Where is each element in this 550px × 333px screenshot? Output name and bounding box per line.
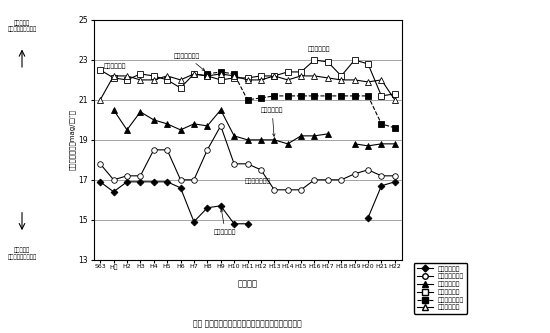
Text: 図７ 同一観察地点での夜空の明るさの推移（冬期）: 図７ 同一観察地点での夜空の明るさの推移（冬期） <box>193 319 302 328</box>
Text: 愛知県東栄町: 愛知県東栄町 <box>308 46 330 52</box>
Text: 佐賀県伊万里市: 佐賀県伊万里市 <box>174 53 205 71</box>
Text: 神奈川県平塚市: 神奈川県平塚市 <box>245 179 271 184</box>
Y-axis label: 夜空の明るさ（mag/□″）: 夜空の明るさ（mag/□″） <box>69 109 75 170</box>
Text: 宮崎県都城市: 宮崎県都城市 <box>104 63 126 69</box>
Text: 夜空が暗い
（星が見えにくい）: 夜空が暗い （星が見えにくい） <box>7 248 37 260</box>
Text: 東京都中野区: 東京都中野区 <box>214 209 236 235</box>
Text: 夜空が明い
（星が見えやすい）: 夜空が明い （星が見えやすい） <box>7 20 37 32</box>
Text: 静岡県浜松市: 静岡県浜松市 <box>261 107 283 136</box>
Text: 実施年度: 実施年度 <box>238 279 257 288</box>
Legend: 東京都中野区, 神奈川県平塚市, 静岡県浜松市, 愛知県東栄町, 佐賀県伊万里市, 宮崎県都城市: 東京都中野区, 神奈川県平塚市, 静岡県浜松市, 愛知県東栄町, 佐賀県伊万里市… <box>414 263 467 314</box>
